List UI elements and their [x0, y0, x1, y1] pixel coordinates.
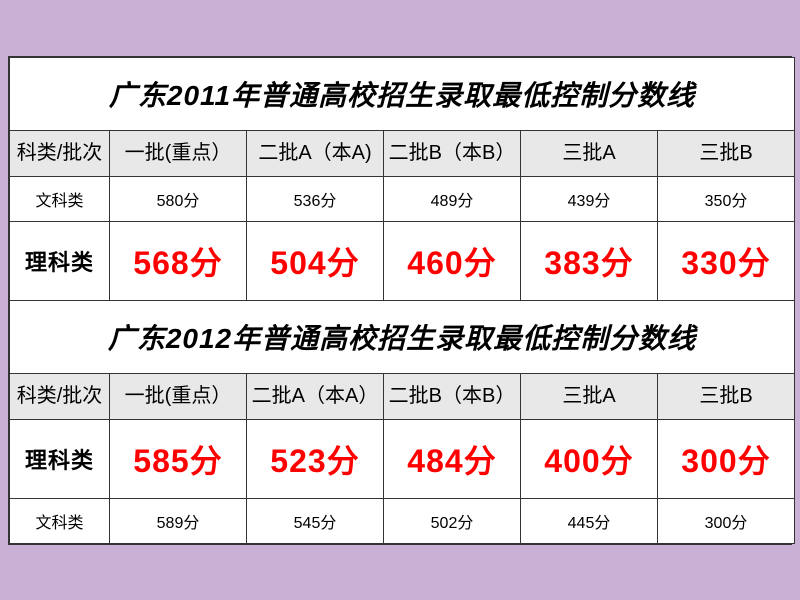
col-header: 二批B（本B）: [384, 130, 521, 176]
row-label: 理科类: [10, 419, 110, 498]
col-header: 一批(重点）: [110, 373, 247, 419]
table-2011: 广东2011年普通高校招生录取最低控制分数线 科类/批次 一批(重点） 二批A（…: [9, 57, 795, 544]
cell: 523分: [247, 419, 384, 498]
col-header: 二批B（本B）: [384, 373, 521, 419]
score-tables-card: 广东2011年普通高校招生录取最低控制分数线 科类/批次 一批(重点） 二批A（…: [8, 56, 792, 545]
cell: 300分: [658, 498, 795, 543]
table-row: 理科类 568分 504分 460分 383分 330分: [10, 221, 795, 300]
row-label: 理科类: [10, 221, 110, 300]
title-row-2011: 广东2011年普通高校招生录取最低控制分数线: [10, 57, 795, 130]
cell: 439分: [521, 176, 658, 221]
cell: 350分: [658, 176, 795, 221]
cell: 484分: [384, 419, 521, 498]
corner-2011: 科类/批次: [10, 130, 110, 176]
table-row: 理科类 585分 523分 484分 400分 300分: [10, 419, 795, 498]
table-row: 文科类 589分 545分 502分 445分 300分: [10, 498, 795, 543]
row-label: 文科类: [10, 176, 110, 221]
col-header: 二批A（本A）: [247, 373, 384, 419]
title-2012: 广东2012年普通高校招生录取最低控制分数线: [10, 300, 795, 373]
cell: 568分: [110, 221, 247, 300]
cell: 300分: [658, 419, 795, 498]
col-header: 三批B: [658, 373, 795, 419]
cell: 502分: [384, 498, 521, 543]
cell: 580分: [110, 176, 247, 221]
cell: 545分: [247, 498, 384, 543]
title-row-2012: 广东2012年普通高校招生录取最低控制分数线: [10, 300, 795, 373]
col-header: 三批B: [658, 130, 795, 176]
cell: 400分: [521, 419, 658, 498]
cell: 445分: [521, 498, 658, 543]
col-header: 二批A（本A): [247, 130, 384, 176]
col-header: 三批A: [521, 130, 658, 176]
cell: 536分: [247, 176, 384, 221]
cell: 589分: [110, 498, 247, 543]
corner-2012: 科类/批次: [10, 373, 110, 419]
cell: 504分: [247, 221, 384, 300]
cell: 330分: [658, 221, 795, 300]
cell: 383分: [521, 221, 658, 300]
row-label: 文科类: [10, 498, 110, 543]
header-row-2012: 科类/批次 一批(重点） 二批A（本A） 二批B（本B） 三批A 三批B: [10, 373, 795, 419]
cell: 585分: [110, 419, 247, 498]
col-header: 三批A: [521, 373, 658, 419]
cell: 489分: [384, 176, 521, 221]
table-row: 文科类 580分 536分 489分 439分 350分: [10, 176, 795, 221]
title-2011: 广东2011年普通高校招生录取最低控制分数线: [10, 57, 795, 130]
col-header: 一批(重点）: [110, 130, 247, 176]
header-row-2011: 科类/批次 一批(重点） 二批A（本A) 二批B（本B） 三批A 三批B: [10, 130, 795, 176]
cell: 460分: [384, 221, 521, 300]
